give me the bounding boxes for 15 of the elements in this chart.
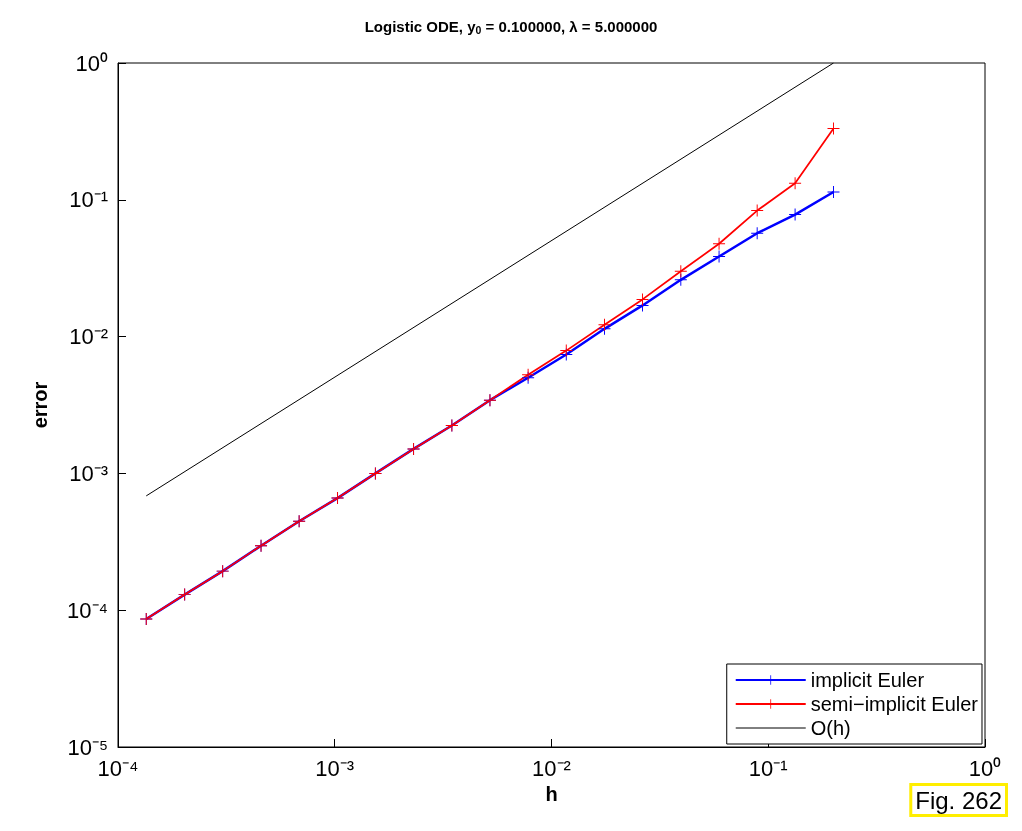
caption: Fig. 262 [915,786,1002,814]
y-axis-title: error [29,381,51,429]
x-axis-title: h [545,782,558,805]
legend-label: implicit Euler [810,669,925,691]
y-tick-label: 10⁻² [69,324,108,350]
x-tick-label: 10⁰ [968,755,1002,781]
y-tick-label: 10⁻³ [69,460,108,486]
y-tick-label: 10⁻¹ [69,187,108,213]
legend-label: O(h) [810,717,851,739]
x-tick-label: 10⁻² [532,755,571,781]
y-tick-label: 10⁻⁴ [67,597,108,623]
x-tick-label: 10⁻³ [315,755,355,781]
x-tick-label: 10⁻¹ [748,755,788,781]
y-tick-label: 10⁰ [75,50,108,76]
legend-label: semi−implicit Euler [810,693,979,715]
